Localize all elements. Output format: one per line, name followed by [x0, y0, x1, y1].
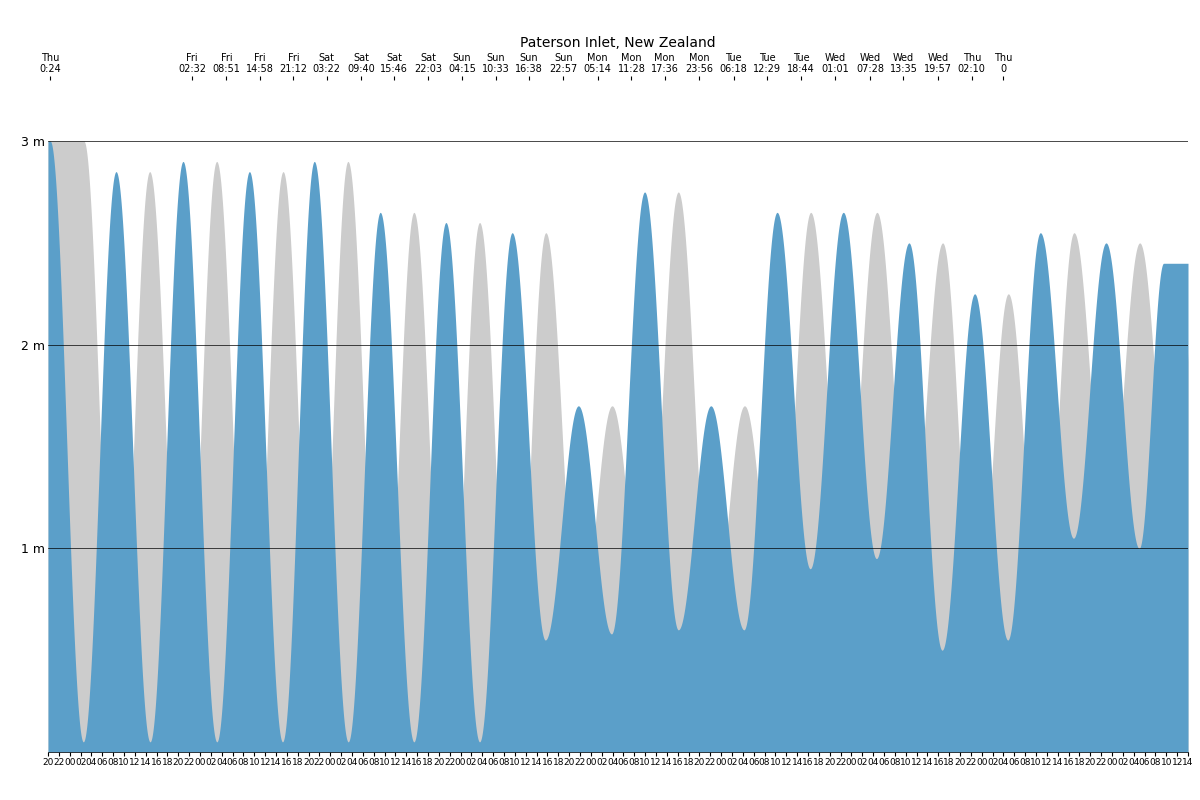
Title: Paterson Inlet, New Zealand: Paterson Inlet, New Zealand: [520, 36, 716, 50]
